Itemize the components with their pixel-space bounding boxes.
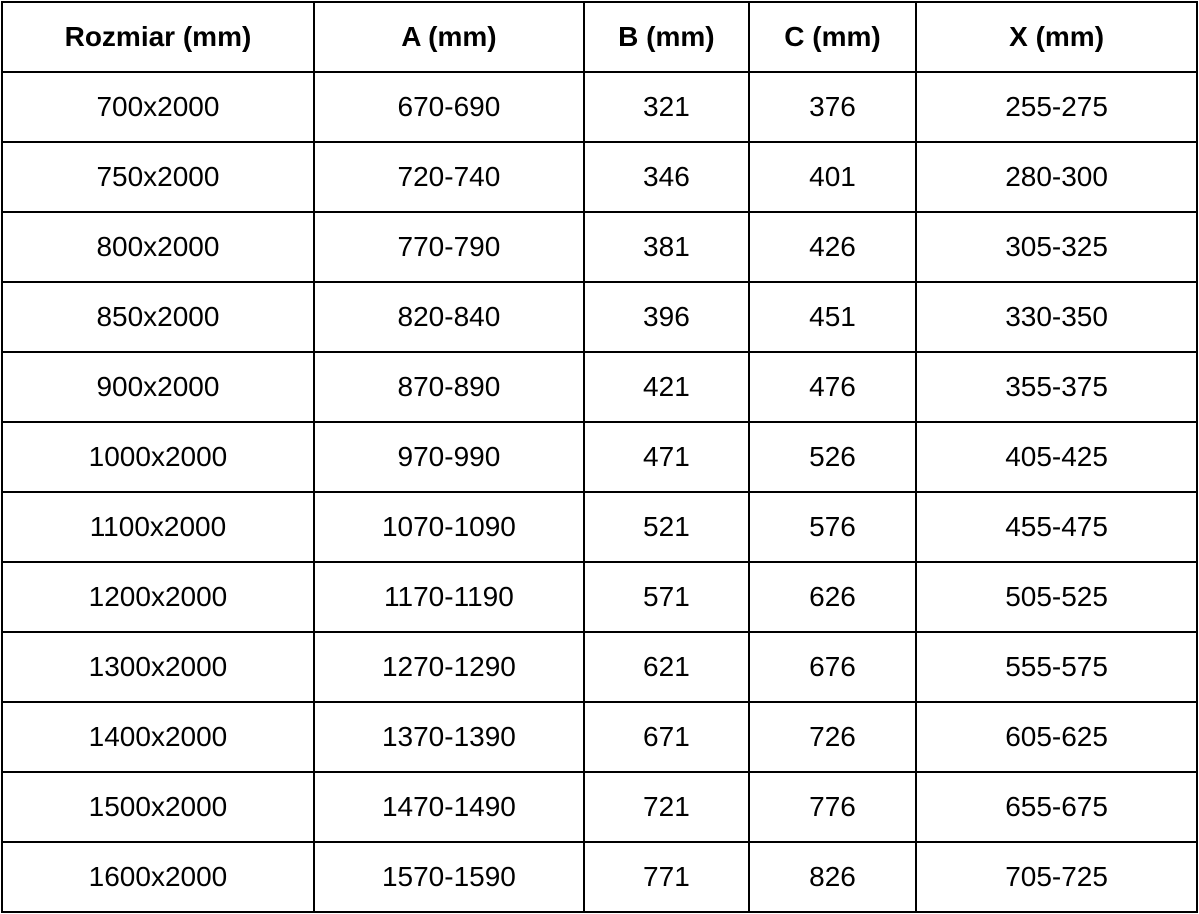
table-cell: 426: [747, 211, 918, 283]
table-cell: 346: [582, 141, 750, 213]
table-cell: 401: [747, 141, 918, 213]
table-cell: 1100x2000: [1, 491, 315, 563]
table-cell: 850x2000: [1, 281, 315, 353]
table-cell: 700x2000: [1, 71, 315, 143]
table-row: 1400x2000 1370-1390 671 726 605-625: [1, 701, 1198, 773]
table-cell: 655-675: [915, 771, 1198, 843]
table-cell: 305-325: [915, 211, 1198, 283]
table-cell: 526: [747, 421, 918, 493]
table-cell: 505-525: [915, 561, 1198, 633]
table-cell: 396: [582, 281, 750, 353]
table-header-row: Rozmiar (mm) A (mm) B (mm) C (mm) X (mm): [1, 1, 1198, 73]
table-cell: 605-625: [915, 701, 1198, 773]
table-cell: 405-425: [915, 421, 1198, 493]
table-cell: 1300x2000: [1, 631, 315, 703]
table-cell: 826: [747, 841, 918, 913]
table-row: 700x2000 670-690 321 376 255-275: [1, 71, 1198, 143]
table-cell: 1500x2000: [1, 771, 315, 843]
table-cell: 280-300: [915, 141, 1198, 213]
table-cell: 1570-1590: [312, 841, 585, 913]
table-cell: 671: [582, 701, 750, 773]
table-cell: 255-275: [915, 71, 1198, 143]
table-cell: 521: [582, 491, 750, 563]
table-cell: 321: [582, 71, 750, 143]
column-header: C (mm): [747, 1, 918, 73]
table-cell: 800x2000: [1, 211, 315, 283]
table-cell: 970-990: [312, 421, 585, 493]
table-cell: 870-890: [312, 351, 585, 423]
table-cell: 771: [582, 841, 750, 913]
table-cell: 1600x2000: [1, 841, 315, 913]
table-cell: 330-350: [915, 281, 1198, 353]
table-cell: 471: [582, 421, 750, 493]
column-header: A (mm): [312, 1, 585, 73]
table-row: 800x2000 770-790 381 426 305-325: [1, 211, 1198, 283]
table-cell: 726: [747, 701, 918, 773]
table-cell: 770-790: [312, 211, 585, 283]
table-cell: 1000x2000: [1, 421, 315, 493]
table-cell: 1200x2000: [1, 561, 315, 633]
table-cell: 455-475: [915, 491, 1198, 563]
table-row: 1000x2000 970-990 471 526 405-425: [1, 421, 1198, 493]
table-row: 900x2000 870-890 421 476 355-375: [1, 351, 1198, 423]
table-cell: 1170-1190: [312, 561, 585, 633]
table-cell: 421: [582, 351, 750, 423]
table-cell: 576: [747, 491, 918, 563]
table-cell: 621: [582, 631, 750, 703]
table-cell: 1070-1090: [312, 491, 585, 563]
table-row: 1600x2000 1570-1590 771 826 705-725: [1, 841, 1198, 913]
column-header: X (mm): [915, 1, 1198, 73]
table-cell: 750x2000: [1, 141, 315, 213]
table-cell: 721: [582, 771, 750, 843]
table-cell: 705-725: [915, 841, 1198, 913]
table-cell: 626: [747, 561, 918, 633]
table-row: 1500x2000 1470-1490 721 776 655-675: [1, 771, 1198, 843]
table-cell: 376: [747, 71, 918, 143]
table-cell: 355-375: [915, 351, 1198, 423]
table-cell: 476: [747, 351, 918, 423]
table-row: 1300x2000 1270-1290 621 676 555-575: [1, 631, 1198, 703]
table-row: 1100x2000 1070-1090 521 576 455-475: [1, 491, 1198, 563]
table-cell: 1270-1290: [312, 631, 585, 703]
table-cell: 1370-1390: [312, 701, 585, 773]
column-header: B (mm): [582, 1, 750, 73]
table-cell: 571: [582, 561, 750, 633]
table-row: 750x2000 720-740 346 401 280-300: [1, 141, 1198, 213]
table-cell: 555-575: [915, 631, 1198, 703]
table-row: 1200x2000 1170-1190 571 626 505-525: [1, 561, 1198, 633]
column-header: Rozmiar (mm): [1, 1, 315, 73]
table-cell: 381: [582, 211, 750, 283]
table-cell: 1470-1490: [312, 771, 585, 843]
table-cell: 776: [747, 771, 918, 843]
table-cell: 820-840: [312, 281, 585, 353]
table-cell: 676: [747, 631, 918, 703]
table-cell: 720-740: [312, 141, 585, 213]
table-cell: 451: [747, 281, 918, 353]
table-cell: 1400x2000: [1, 701, 315, 773]
table-cell: 670-690: [312, 71, 585, 143]
table-cell: 900x2000: [1, 351, 315, 423]
table-row: 850x2000 820-840 396 451 330-350: [1, 281, 1198, 353]
